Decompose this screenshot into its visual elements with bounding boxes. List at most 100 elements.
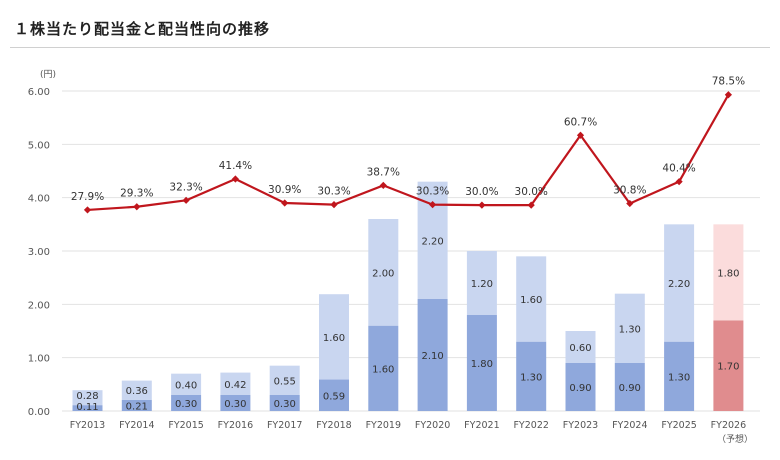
bar-lower [713,320,744,411]
payout-label: 40.4% [662,163,695,175]
bar-lower [171,395,202,411]
bar-label-lower: 1.70 [717,362,739,373]
bar-upper [121,380,152,400]
payout-label: 38.7% [367,166,400,178]
payout-label: 32.3% [169,181,202,193]
bar-label-lower: 1.60 [372,364,394,375]
y-tick-label: 0.00 [28,407,50,418]
bar-label-upper: 1.60 [323,333,345,344]
payout-label: 30.3% [416,186,449,198]
bar-upper [220,372,251,395]
bar-upper [466,251,497,315]
payout-marker [379,181,387,189]
bar-label-upper: 1.30 [619,324,641,335]
y-tick-label: 2.00 [28,300,50,311]
bar-lower [72,405,103,411]
payout-label: 29.3% [120,188,153,200]
title-divider [10,47,770,48]
bar-label-upper: 2.00 [372,268,394,279]
bar-upper [72,390,103,406]
payout-marker [281,199,289,207]
payout-line [87,94,730,212]
bar-upper [664,224,695,342]
bar-upper [713,224,744,321]
bar-label-lower: 0.59 [323,391,345,402]
y-tick-label: 4.00 [28,194,50,205]
payout-label: 30.3% [317,186,350,198]
y-tick-label: 5.00 [28,140,50,151]
bar-lower [121,399,152,411]
x-tick-label: FY2023 [563,420,598,431]
bars [72,181,744,411]
bar-label-upper: 0.42 [224,380,246,391]
bar-label-lower: 0.90 [619,383,641,394]
payout-label: 60.7% [564,116,597,128]
bar-label-lower: 1.80 [471,359,493,370]
payout-label: 30.0% [465,186,498,198]
bar-upper [516,256,547,342]
payout-marker [133,203,141,211]
bar-upper [565,331,596,363]
bar-label-upper: 0.60 [569,343,591,354]
payout-marker [330,201,338,209]
x-tick-label: FY2015 [168,420,203,431]
bar-label-lower: 1.30 [668,372,690,383]
payout-marker [231,175,239,183]
payout-label: 78.5% [712,76,745,88]
x-tick-label: FY2022 [513,420,548,431]
payout-label: 30.0% [515,186,548,198]
bar-lower [516,341,547,411]
x-tick-label: FY2013 [70,420,105,431]
bar-upper [368,219,399,326]
payout-marker [83,206,92,214]
bar-labels: 0.110.28 0.21 0.36 0.30 0.40 0.30 0.42 0.30 0.55… [76,236,739,413]
x-tick-label: FY2024 [612,420,647,431]
x-tick-label: FY2026 [711,420,746,431]
bar-label-upper: 1.60 [520,295,542,306]
bar-label-upper: 2.20 [668,279,690,290]
x-tick-label: FY2020 [415,420,450,431]
x-tick-label: FY2025 [661,420,696,431]
bar-label-lower: 1.30 [520,372,542,383]
bar-lower [220,395,251,411]
payout-marker [626,199,634,208]
payout-label: 30.8% [613,185,646,197]
bar-lower [664,341,695,411]
bar-label-lower: 2.10 [421,351,443,362]
bar-label-lower: 0.30 [224,399,246,410]
bar-label-lower: 0.11 [76,402,98,413]
bar-label-upper: 1.80 [717,268,739,279]
payout-marker [724,91,732,99]
bar-label-lower: 0.90 [569,383,591,394]
payout-label: 30.9% [268,184,301,196]
bar-upper [319,294,349,380]
x-tick-label: FY2019 [366,420,401,431]
bar-upper [171,373,202,395]
payout-marker [675,178,683,186]
x-tick-label: FY2021 [464,420,499,431]
payout-marker [182,196,190,204]
x-tick-label: FY2017 [267,420,302,431]
bar-label-upper: 0.55 [274,376,296,387]
bar-lower [417,299,448,411]
bar-lower [565,363,596,411]
bar-label-upper: 1.20 [471,279,493,290]
bar-lower [319,379,349,411]
bar-lower [614,363,645,411]
gridlines [62,90,760,412]
bar-label-upper: 0.36 [126,386,148,397]
bar-label-lower: 0.30 [175,399,197,410]
payout-ratio-line: 27.9% 29.3% 32.3% 41.4% 30.9% 30.3% 38.7% 30.3%… [71,76,745,214]
y-tick-label: 3.00 [28,247,50,258]
bar-label-lower: 0.30 [274,399,296,410]
bar-label-lower: 0.21 [126,401,148,412]
payout-label: 41.4% [219,160,252,172]
payout-marker [429,201,437,209]
payout-marker [478,201,486,209]
y-tick-label: 6.00 [28,87,50,98]
bar-label-upper: 0.28 [76,391,98,402]
payout-marker [527,201,535,209]
y-tick-label: 1.00 [28,354,50,365]
bar-upper [269,365,300,395]
